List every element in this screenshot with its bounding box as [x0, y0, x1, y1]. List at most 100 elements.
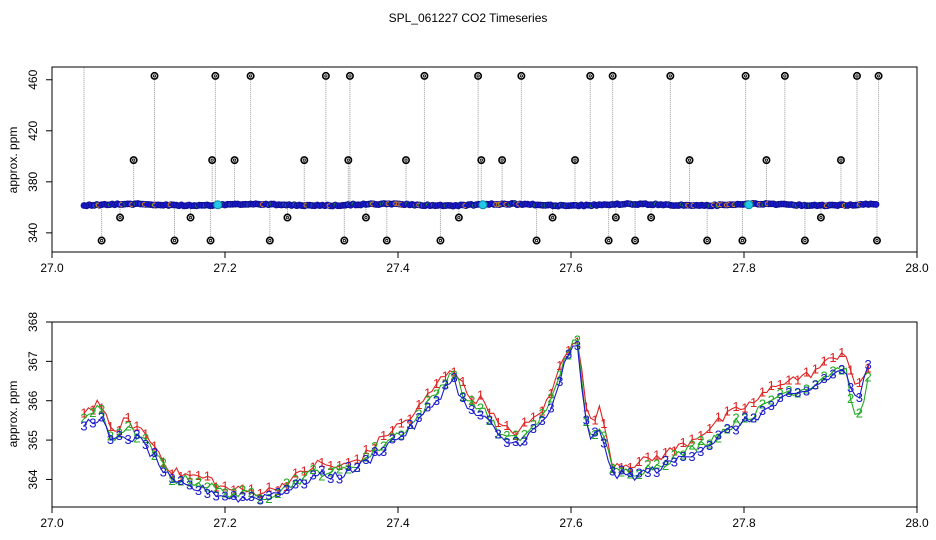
series-glyph-3: 3: [274, 485, 281, 500]
spike-point-inner: [649, 215, 653, 220]
spike-point-inner: [302, 158, 306, 162]
top-plot-frame: [51, 66, 918, 253]
spike-point: [780, 71, 789, 80]
series-glyph-3: 3: [530, 421, 537, 436]
spike-point-inner: [607, 238, 611, 243]
series-glyph-1: 1: [618, 460, 625, 475]
spike-point-inner: [213, 74, 217, 78]
series-glyph-1: 1: [151, 438, 158, 453]
series-glyph-2: 2: [450, 367, 457, 382]
series-glyph-3: 3: [292, 477, 299, 492]
series-glyph-2: 2: [468, 393, 475, 408]
spike-point: [361, 213, 370, 222]
spike-point: [116, 213, 125, 222]
series-glyph-3: 3: [354, 460, 361, 475]
spike-point: [852, 71, 861, 80]
series-glyph-3: 3: [829, 367, 836, 382]
series-glyph-1: 1: [503, 418, 510, 433]
series-glyph-1: 1: [301, 464, 308, 479]
spike-point: [631, 236, 640, 245]
spike-point-inner: [404, 158, 408, 162]
series-glyph-2: 2: [292, 472, 299, 487]
series-glyph-1: 1: [732, 399, 739, 414]
series-glyph-2: 2: [80, 410, 87, 425]
series-glyph-1: 1: [706, 421, 713, 436]
series-glyph-2: 2: [318, 468, 325, 483]
spike-point-inner: [457, 215, 461, 220]
series-glyph-1: 1: [230, 482, 237, 497]
series-glyph-2: 2: [107, 429, 114, 444]
top-y-tick-label: 340: [26, 223, 40, 243]
series-glyph-1: 1: [98, 400, 105, 415]
series-glyph-1: 1: [318, 455, 325, 470]
spike-point: [340, 236, 349, 245]
series-glyph-1: 1: [794, 372, 801, 387]
series-glyph-2: 2: [151, 448, 158, 463]
spike-point: [402, 156, 411, 165]
series-glyph-2: 2: [89, 405, 96, 420]
series-glyph-1: 1: [160, 454, 167, 469]
series-glyph-1: 1: [248, 482, 255, 497]
spike-point-inner: [876, 74, 881, 78]
spike-point-inner: [687, 158, 692, 162]
series-glyph-3: 3: [574, 338, 581, 353]
spike-point-inner: [188, 215, 193, 220]
series-glyph-2: 2: [398, 428, 405, 443]
bottom-x-tick-label: 27.2: [213, 516, 237, 530]
series-glyph-2: 2: [168, 473, 175, 488]
top-y-tick-label: 380: [26, 171, 40, 191]
series-glyph-3: 3: [856, 390, 863, 405]
series-glyph-1: 1: [838, 345, 845, 360]
spike-point-inner: [476, 74, 480, 78]
spike-point: [836, 156, 845, 165]
spike-point-inner: [118, 215, 122, 220]
series-glyph-2: 2: [142, 431, 149, 446]
series-glyph-2: 2: [477, 400, 484, 415]
series-glyph-1: 1: [345, 455, 352, 470]
series-glyph-3: 3: [151, 445, 158, 460]
series-glyph-1: 1: [124, 410, 131, 425]
top-x-tick-label: 28.0: [905, 261, 929, 275]
series-glyph-1: 1: [680, 435, 687, 450]
series-glyph-3: 3: [257, 493, 264, 508]
spike-point-inner: [875, 238, 879, 243]
bottom-x-tick-label: 27.0: [40, 516, 64, 530]
series-glyph-2: 2: [521, 427, 528, 442]
series-glyph-3: 3: [133, 427, 140, 442]
series-glyph-2: 2: [433, 387, 440, 402]
series-glyph-2: 2: [160, 455, 167, 470]
series-glyph-3: 3: [142, 437, 149, 452]
series-glyph-1: 1: [635, 454, 642, 469]
series-glyph-1: 1: [204, 468, 211, 483]
series-glyph-3: 3: [697, 444, 704, 459]
series-glyph-3: 3: [591, 424, 598, 439]
series-glyph-3: 3: [635, 465, 642, 480]
spike-point-inner: [588, 74, 592, 78]
series-glyph-2: 2: [512, 428, 519, 443]
series-glyph-1: 1: [750, 395, 757, 410]
spike-point-inner: [744, 74, 748, 78]
spike-point: [685, 156, 694, 165]
spike-point-inner: [803, 238, 807, 243]
series-glyph-2: 2: [124, 419, 131, 434]
spike-point: [246, 71, 255, 80]
series-glyph-3: 3: [680, 449, 687, 464]
series-glyph-1: 1: [521, 414, 528, 429]
series-glyph-3: 3: [406, 417, 413, 432]
spike-point: [666, 71, 675, 80]
series-glyph-1: 1: [759, 384, 766, 399]
series-glyph-3: 3: [116, 428, 123, 443]
series-glyph-2: 2: [380, 438, 387, 453]
spike-point-inner: [422, 74, 427, 78]
series-glyph-2: 2: [618, 465, 625, 480]
series-glyph-2: 2: [204, 480, 211, 495]
series-glyph-3: 3: [424, 399, 431, 414]
series-glyph-1: 1: [327, 458, 334, 473]
series-glyph-3: 3: [213, 489, 220, 504]
series-glyph-1: 1: [477, 387, 484, 402]
series-glyph-3: 3: [627, 465, 634, 480]
series-glyph-2: 2: [424, 392, 431, 407]
spike-point-inner: [519, 74, 523, 78]
series-glyph-1: 1: [539, 404, 546, 419]
spike-point-inner: [346, 158, 350, 162]
